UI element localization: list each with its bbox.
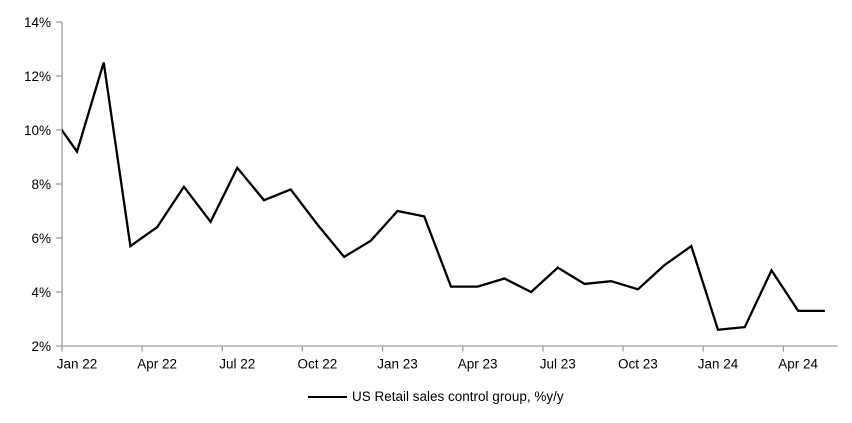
x-axis-labels: Jan 22 Apr 22 Jul 22 Oct 22 Jan 23 Apr 23 Jul …	[57, 357, 819, 372]
x-tick-label: Apr 23	[458, 357, 498, 372]
y-tick-label: 10%	[24, 123, 51, 138]
y-axis-labels: 2% 4% 6% 8% 10% 12% 14%	[24, 15, 51, 354]
y-tick-label: 14%	[24, 15, 51, 30]
y-axis-ticks	[56, 21, 62, 347]
y-tick-label: 2%	[31, 339, 51, 354]
x-tick-label: Jan 24	[698, 357, 739, 372]
x-tick-label: Oct 23	[618, 357, 658, 372]
retail-sales-line	[62, 62, 825, 332]
y-tick-label: 12%	[24, 69, 51, 84]
axes	[61, 22, 838, 347]
legend-line-sample	[308, 396, 347, 399]
x-tick-label: Jan 23	[377, 357, 418, 372]
y-tick-label: 4%	[31, 285, 51, 300]
x-tick-label: Apr 24	[778, 357, 818, 372]
y-tick-label: 8%	[31, 177, 51, 192]
x-tick-label: Oct 22	[298, 357, 338, 372]
x-tick-label: Jul 23	[540, 357, 576, 372]
x-tick-label: Apr 22	[137, 357, 177, 372]
legend: US Retail sales control group, %y/y	[308, 390, 564, 404]
data-series	[62, 62, 825, 332]
x-tick-label: Jul 22	[219, 357, 255, 372]
legend-label: US Retail sales control group, %y/y	[352, 389, 564, 404]
x-axis-ticks	[61, 346, 784, 352]
y-tick-label: 6%	[31, 231, 51, 246]
x-tick-label: Jan 22	[57, 357, 98, 372]
